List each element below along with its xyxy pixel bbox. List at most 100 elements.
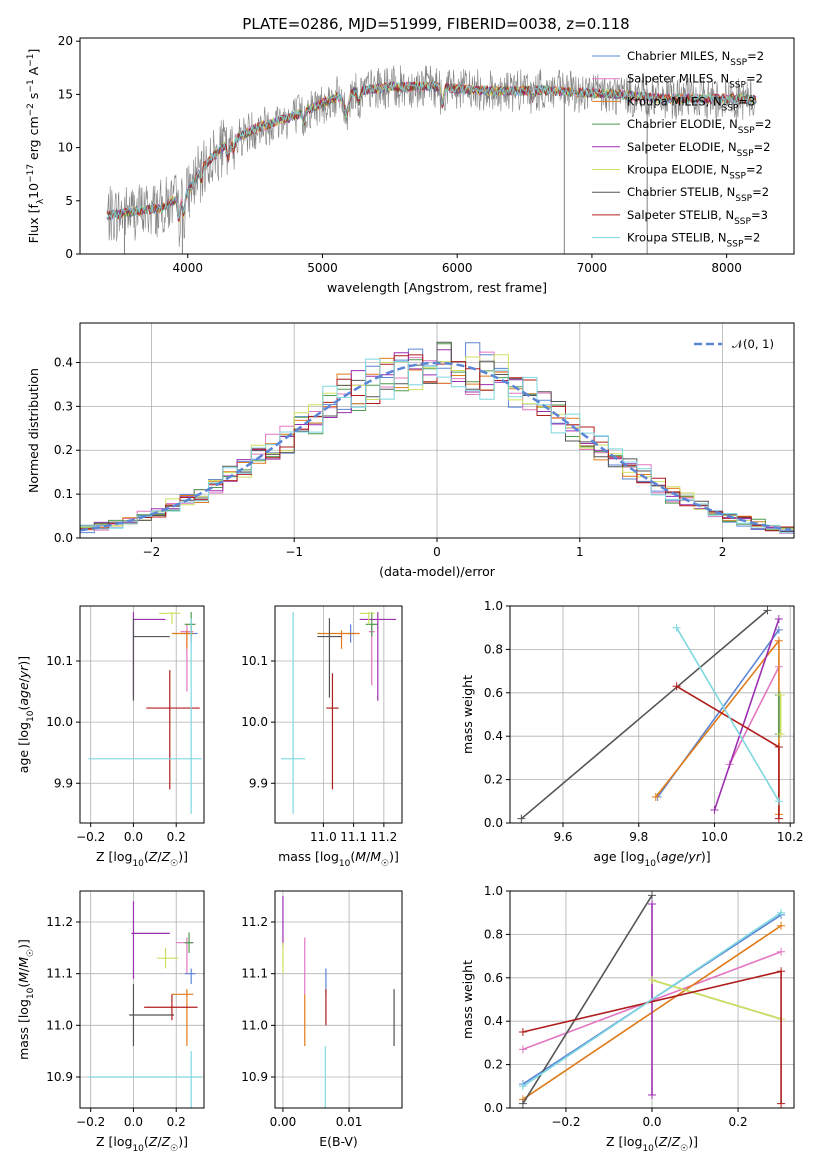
age-vs-Z-ylabel-part: /	[16, 677, 31, 682]
weight-series-marker	[648, 975, 656, 984]
spectrum-ytick-label: 5	[65, 194, 73, 208]
residuals-ytick-label: 0.4	[54, 355, 73, 369]
legend-entry-name: Salpeter MILES, N	[627, 72, 729, 86]
weight_vs_Z-xtick-label: −0.2	[551, 1115, 580, 1129]
weight_vs_Z-series	[518, 891, 786, 1108]
spectrum-xtick-label: 6000	[442, 261, 473, 275]
mass_vs_Z-ytick-label: 11.0	[46, 1018, 73, 1032]
mass_vs_Z-axes: −0.2 0.0 0.2 10.9 11.0 11.1 11.2	[46, 891, 204, 1129]
mass-vs-Z-ylabel: mass [log10(M/M☉)]	[16, 939, 36, 1060]
legend-entry: Chabrier MILES, NSSP=2	[627, 49, 764, 68]
weight-series-marker	[777, 1099, 786, 1108]
mass_vs_EBV-xtick-label: 0.01	[336, 1115, 363, 1129]
weight-series-marker	[774, 814, 783, 823]
spectrum-axes: 4000 5000 6000 7000 8000 0 5 10 15 20	[58, 34, 742, 275]
mass-vs-Z-ylabel-part: M	[16, 957, 31, 968]
age-vs-mass-xlabel-part: )]	[389, 849, 399, 864]
legend-entry: Salpeter ELODIE, NSSP=2	[627, 140, 770, 159]
weight_vs_age-xtick-label: 9.6	[553, 830, 572, 844]
spectrum-frame	[79, 37, 795, 255]
weight-vs-Z-xlabel-part: /	[667, 1134, 672, 1149]
legend-entry-sub: SSP	[735, 194, 752, 204]
age-vs-Z-xlabel-part: ☉	[170, 859, 178, 869]
weight-vs-age-xlabel-part: (	[656, 849, 661, 864]
legend-entry: Kroupa MILES, NSSP=3	[627, 94, 755, 113]
mass-vs-Z-xlabel-part: Z	[161, 1134, 171, 1149]
spectrum-ylabel-part: λ	[36, 198, 46, 204]
weight_vs_age-ytick-label: 0.8	[484, 642, 503, 656]
weight-series-marker	[672, 682, 681, 691]
age_vs_mass-ytick-label: 10.0	[241, 715, 268, 729]
weight-series-line	[728, 666, 780, 765]
age-vs-Z-xlabel-part: Z	[148, 849, 158, 864]
weight-vs-Z-ylabel-part: mass weight	[460, 960, 475, 1039]
mass-vs-Z-ylabel-part: M	[16, 972, 31, 983]
legend-entry-sub: SSP	[738, 126, 755, 136]
spectrum-ylabel-part: 10	[26, 183, 41, 199]
mass-vs-Z-ylabel-part: )]	[16, 939, 31, 949]
weight-vs-Z-xlabel-part: 10	[642, 1144, 654, 1154]
age_vs_Z-frame	[79, 605, 205, 824]
legend-entry: Chabrier ELODIE, NSSP=2	[627, 117, 772, 136]
legend-entry-name: Chabrier ELODIE, N	[627, 117, 738, 131]
mass_vs_Z-xtick-label: 0.2	[167, 1115, 186, 1129]
legend-entry-nssp: =3	[738, 94, 755, 108]
weight_vs_age-axes: 9.6 9.8 10.0 10.2 0.0 0.2 0.4 0.6 0.8 1.0	[484, 599, 804, 844]
age-vs-mass-xlabel-part: /	[366, 849, 371, 864]
mass_vs_Z-xtick-label: 0.0	[124, 1115, 143, 1129]
legend-entry-name: Salpeter ELODIE, N	[627, 140, 737, 154]
mass-vs-Z-xlabel-part: (	[144, 1134, 149, 1149]
weight-series-line	[522, 912, 782, 1087]
weight-series-marker	[763, 606, 772, 615]
weight-series-marker	[710, 805, 719, 814]
mass_vs_EBV-ytick-label: 11.0	[241, 1018, 268, 1032]
mass_vs_EBV-xtick-label: 0.00	[270, 1115, 297, 1129]
spectrum-lines	[106, 65, 757, 254]
age-vs-mass-xlabel-part: M	[355, 849, 366, 864]
spectrum-xtick-label: 8000	[711, 261, 742, 275]
weight-series-marker	[518, 1099, 527, 1108]
weight_vs_age-xtick-label: 10.2	[777, 830, 804, 844]
weight-vs-age-xlabel-part: yr	[687, 849, 701, 864]
mass_vs_Z-points	[88, 901, 202, 1108]
legend-entry-name: Kroupa ELODIE, N	[627, 163, 729, 177]
weight-series-marker	[777, 921, 786, 930]
residuals-xtick-label: 1	[576, 545, 584, 559]
legend-entry-nssp: =2	[746, 72, 763, 86]
weight-series-line	[520, 609, 769, 820]
weight-series-marker	[776, 730, 785, 739]
mass_vs_Z-ytick-label: 11.2	[46, 915, 73, 929]
weight_vs_Z-ytick-label: 1.0	[484, 884, 503, 898]
mass-vs-Z-xlabel-part: 10	[132, 1144, 144, 1154]
age-vs-Z-xlabel-part: 10	[132, 859, 144, 869]
residuals-xtick-label: −1	[285, 545, 303, 559]
age_vs_mass-xtick-label: 11.1	[340, 830, 367, 844]
residuals-xtick-label: 0	[433, 545, 441, 559]
age-vs-Z-xlabel-part: Z	[161, 849, 171, 864]
weight-series-marker	[648, 891, 656, 900]
weight-series-marker	[518, 1045, 527, 1054]
spectrum-ylabel-part: −1	[26, 79, 36, 92]
weight_vs_Z-ytick-label: 0.2	[484, 1058, 503, 1072]
legend-entry-sub: SSP	[737, 149, 754, 159]
weight_vs_Z-frame	[509, 890, 795, 1109]
legend-entry: Chabrier STELIB, NSSP=2	[627, 185, 769, 204]
mass-vs-Z-ylabel-part: 10	[26, 987, 36, 999]
weight-vs-age-xlabel-part: age [log	[593, 849, 644, 864]
spectrum-ytick-label: 10	[58, 141, 73, 155]
weight-series-marker	[651, 792, 660, 801]
age-vs-mass-xlabel: mass [log10(M/M☉)]	[278, 849, 399, 869]
weight_vs_Z-ytick-label: 0.0	[484, 1101, 503, 1115]
weight-series-marker	[648, 900, 656, 909]
mass_vs_Z-ytick-label: 10.9	[46, 1070, 73, 1084]
weight-series-marker	[777, 947, 786, 956]
spectrum-ytick-label: 20	[58, 34, 73, 48]
weight-series-marker	[774, 743, 783, 752]
gaussian-curve	[80, 361, 792, 532]
weight-vs-Z-xlabel-part: )]	[688, 1134, 698, 1149]
weight_vs_age-ytick-label: 0.4	[484, 729, 503, 743]
mass_vs_EBV-axes: 0.00 0.01 10.9 11.0 11.1 11.2	[241, 891, 402, 1129]
mass_vs_Z-ytick-label: 11.1	[46, 967, 73, 981]
weight-vs-age-ylabel-part: mass weight	[460, 675, 475, 754]
